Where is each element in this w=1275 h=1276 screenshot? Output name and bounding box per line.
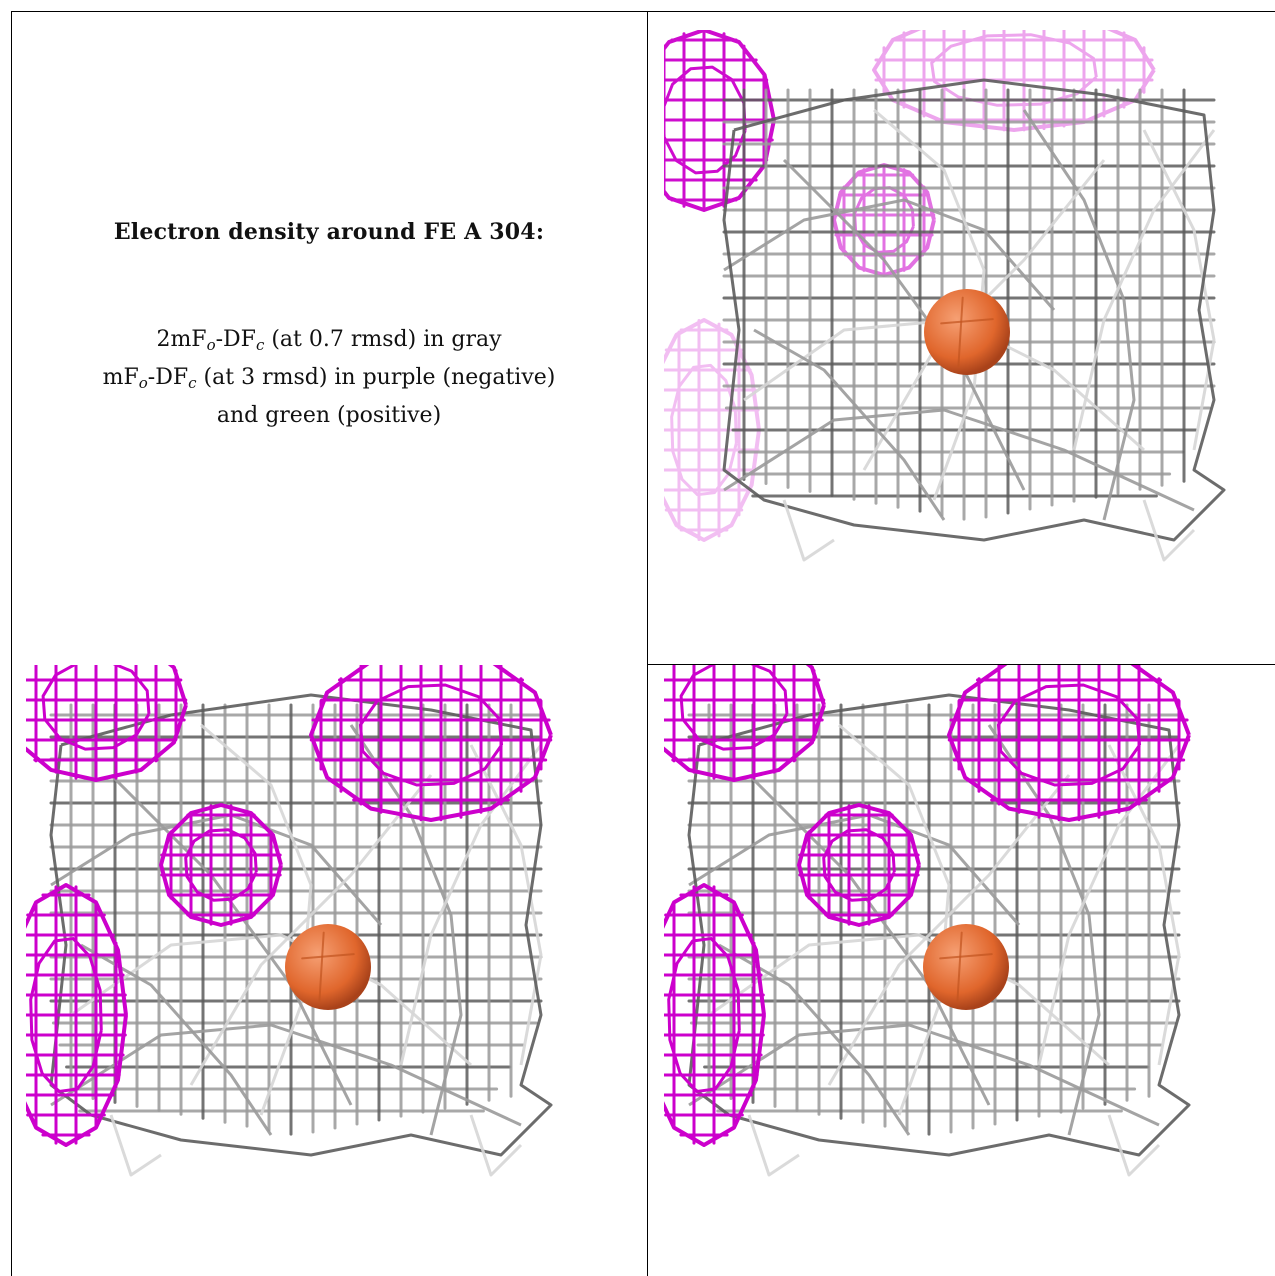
contour-strand [109,773,353,1106]
contour-strand [70,933,472,1067]
negative-density-cage [947,665,1191,822]
contour-strand [782,158,1026,491]
caption-legend: 2mFo-DFc (at 0.7 rmsd) in gray mFo-DFc (… [11,321,647,435]
density-view-bottom-left [26,665,636,1276]
atom-mesh-overlay [301,953,355,960]
contour-strand [708,933,1110,1067]
caption-panel: Electron density around FE A 304: 2mFo-D… [11,11,647,664]
fe-atom-sphere [285,924,371,1010]
negative-density-contour [930,33,1098,107]
negative-density-contour [159,803,283,927]
contour-strand [50,1023,522,1127]
contour-strand [827,774,1071,1086]
contour-strand [723,198,1056,311]
fe-atom-sphere [923,924,1009,1010]
contour-strand [349,724,463,1136]
rule-middle [647,664,1275,665]
legend-line-gray: 2mFo-DFc (at 0.7 rmsd) in gray [156,327,502,354]
negative-density-cage [664,883,766,1147]
negative-density-contour [664,318,761,542]
contour-strand [1072,129,1216,451]
rule-center-vertical [647,11,648,1276]
negative-density-cage [26,883,128,1147]
negative-density-contour [947,665,1191,822]
mesh-spike [1107,1114,1161,1177]
negative-density-cage [664,318,761,542]
negative-density-contour [664,30,776,212]
negative-density-cage [664,30,776,212]
atom-mesh-overlay [318,931,325,1003]
atom-mesh-overlay [939,953,993,960]
negative-density-contour [679,665,789,751]
density-mesh-svg [664,665,1191,1177]
density-view-top-right [664,30,1275,640]
atom-mesh-overlay [956,931,963,1003]
contour-strand [753,328,946,521]
atom-mesh-overlay [957,296,964,368]
contour-strand [200,723,313,1116]
negative-density-contour [797,803,921,927]
mesh-spike [747,1114,800,1177]
density-view-bottom-right [664,665,1275,1276]
contour-strand [987,724,1101,1136]
mesh-spike [109,1114,162,1177]
negative-density-contour [41,665,151,751]
negative-density-contour [670,363,738,497]
rule-left [11,11,12,1276]
legend-line-green: and green (positive) [216,403,442,428]
contour-strand [189,774,433,1086]
mesh-envelope [722,78,1226,542]
contour-strand [723,408,1195,512]
contour-strand [399,744,543,1066]
negative-density-contour [664,665,826,782]
caption-title: Electron density around FE A 304: [113,219,545,245]
negative-density-cage [309,665,553,822]
rule-top [11,11,1275,12]
negative-density-cage [159,803,283,927]
density-mesh-svg [664,30,1226,562]
contour-strand [688,1023,1160,1127]
contour-strand [747,773,991,1106]
contour-strand [1022,109,1136,521]
negative-density-cage [797,803,921,927]
fe-atom-sphere [924,289,1010,375]
negative-density-contour [832,163,936,277]
contour-strand [873,108,986,501]
contour-strand [838,723,951,1116]
mesh-spike [1142,499,1196,562]
atom-mesh-overlay [940,318,994,325]
negative-density-contour [309,665,553,822]
contour-strand [1037,744,1181,1066]
negative-density-cage [26,665,188,782]
mesh-spike [469,1114,523,1177]
negative-density-cage [664,665,826,782]
legend-line-purple: mFo-DFc (at 3 rmsd) in purple (negative) [102,365,556,392]
mesh-spike [782,499,835,562]
negative-density-cage [872,30,1156,132]
density-mesh-svg [26,665,553,1177]
negative-density-contour [26,665,188,782]
